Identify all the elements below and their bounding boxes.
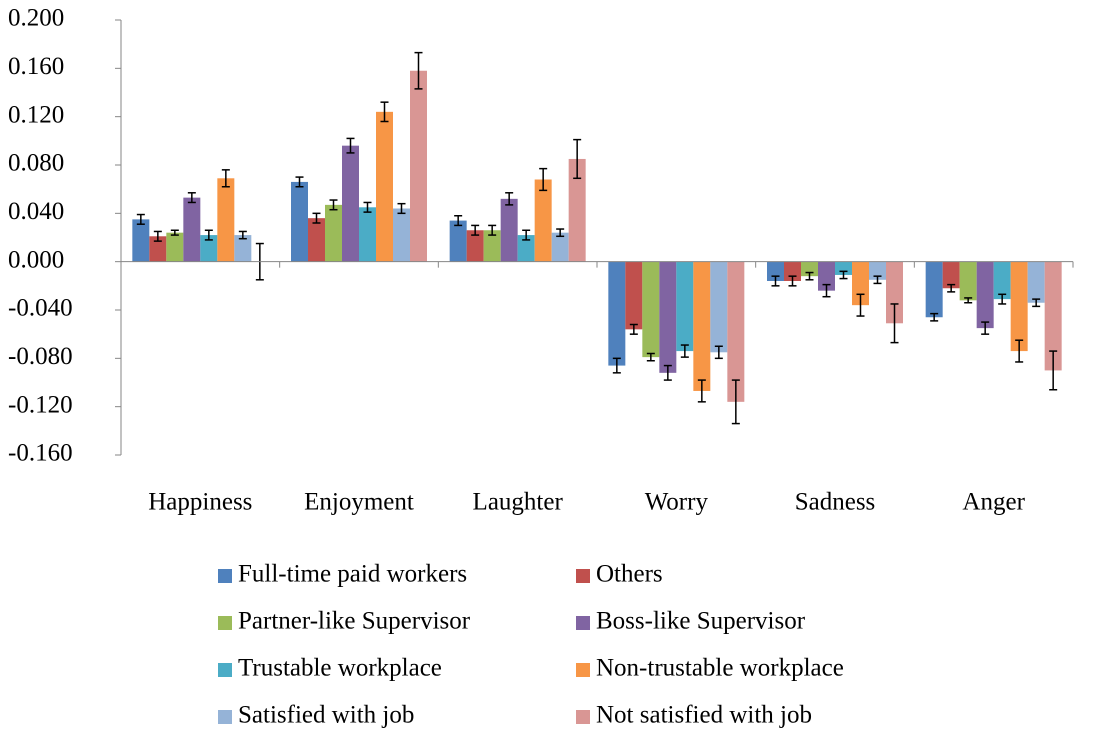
- bar: [568, 158, 586, 262]
- x-tick-label: Sadness: [795, 489, 876, 516]
- legend-swatch: [218, 710, 232, 724]
- bar: [710, 261, 728, 353]
- legend-swatch: [576, 569, 590, 583]
- bar: [534, 179, 552, 262]
- bar: [693, 261, 711, 391]
- y-tick-label: -0.120: [8, 391, 73, 418]
- y-tick-label: -0.040: [8, 295, 73, 322]
- legend-label: Boss-like Supervisor: [596, 608, 806, 635]
- legend-swatch: [576, 663, 590, 677]
- legend-label: Not satisfied with job: [596, 702, 812, 729]
- legend-label: Others: [596, 561, 663, 588]
- bar: [976, 261, 994, 329]
- legend-swatch: [576, 710, 590, 724]
- bar: [942, 261, 960, 289]
- bar: [959, 261, 977, 301]
- bar: [767, 261, 784, 281]
- bar: [727, 261, 745, 402]
- bar: [325, 204, 342, 262]
- bar: [500, 198, 518, 262]
- bar: [1027, 261, 1045, 303]
- y-tick-label: 0.120: [8, 101, 64, 128]
- x-tick-label: Worry: [645, 489, 709, 516]
- bar: [551, 232, 569, 262]
- bar: [393, 208, 410, 262]
- x-tick-label: Enjoyment: [304, 489, 414, 516]
- bar: [993, 261, 1011, 300]
- legend-label: Satisfied with job: [238, 702, 414, 729]
- bar: [466, 230, 484, 262]
- bar: [784, 261, 801, 281]
- bar: [608, 261, 626, 366]
- legend-swatch: [218, 616, 232, 630]
- legend-swatch: [218, 569, 232, 583]
- bar: [1044, 261, 1062, 371]
- y-tick-label: -0.160: [8, 440, 73, 467]
- bar: [659, 261, 677, 373]
- x-tick-label: Laughter: [473, 489, 564, 516]
- bar: [517, 235, 535, 262]
- legend-label: Non-trustable workplace: [596, 655, 844, 682]
- legend-label: Full-time paid workers: [238, 561, 467, 588]
- y-tick-label: 0.080: [8, 150, 64, 177]
- bar: [308, 218, 325, 262]
- bar: [886, 261, 903, 324]
- bar: [132, 219, 150, 262]
- legend-swatch: [576, 616, 590, 630]
- bar: [925, 261, 943, 318]
- bar: [869, 261, 886, 280]
- bar: [234, 235, 252, 262]
- legend-swatch: [218, 663, 232, 677]
- bar: [183, 197, 201, 262]
- y-tick-label: 0.040: [8, 198, 64, 225]
- bar: [801, 261, 818, 277]
- bar: [483, 230, 501, 262]
- bar: [852, 261, 869, 306]
- bar: [676, 261, 694, 352]
- bar: [200, 235, 218, 262]
- legend-label: Partner-like Supervisor: [238, 608, 471, 635]
- bar: [359, 207, 376, 262]
- bar: [291, 181, 308, 262]
- bar: [166, 232, 184, 262]
- y-tick-label: 0.200: [8, 5, 64, 32]
- y-tick-label: -0.080: [8, 343, 73, 370]
- bar: [1010, 261, 1028, 352]
- bar: [149, 236, 167, 262]
- bar: [449, 220, 467, 262]
- legend-label: Trustable workplace: [238, 655, 442, 682]
- x-tick-label: Happiness: [148, 489, 252, 516]
- bar: [642, 261, 660, 358]
- x-tick-label: Anger: [962, 489, 1025, 516]
- bar: [342, 145, 359, 262]
- bar: [818, 261, 835, 291]
- bar: [625, 261, 643, 330]
- bar: [835, 261, 852, 275]
- y-tick-label: 0.000: [8, 246, 64, 273]
- bar: [217, 178, 235, 262]
- y-tick-label: 0.160: [8, 53, 64, 80]
- bar: [410, 70, 427, 262]
- bar: [376, 111, 393, 262]
